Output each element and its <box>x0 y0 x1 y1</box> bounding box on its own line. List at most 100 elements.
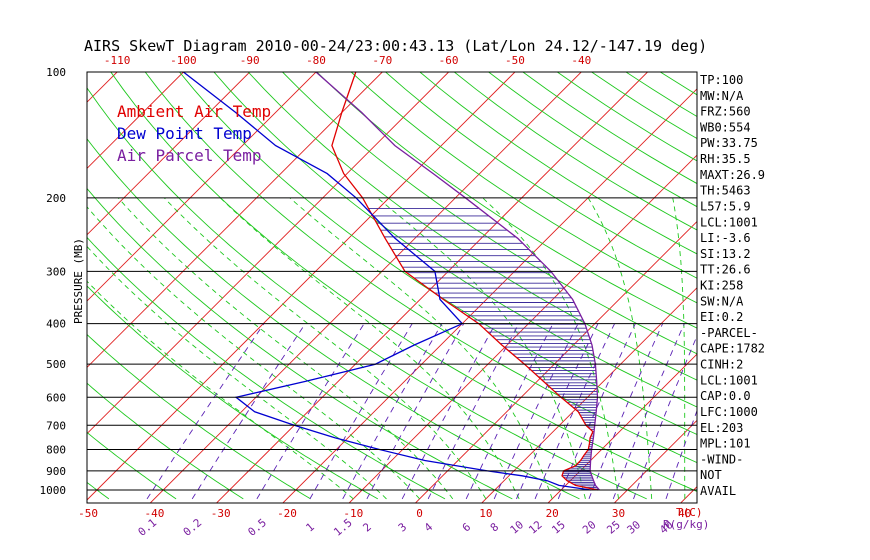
isobar-lines <box>87 71 697 491</box>
moist-adiabat-line <box>87 245 387 500</box>
dry-adiabat-line <box>660 72 697 96</box>
mixing-ratio-tick-label: 25 <box>604 518 623 536</box>
stability-index-entry: -PARCEL- <box>700 326 758 340</box>
top-temp-tick-label: -80 <box>306 54 326 67</box>
moist-adiabat-line <box>87 206 420 500</box>
isotherm-line <box>747 72 870 503</box>
top-temp-tick-labels: -110 -100 -90 -80 -70 -60 -50 -40 <box>104 54 591 67</box>
stability-index-entry: TP:100 <box>700 73 743 87</box>
plot-area <box>87 72 870 503</box>
pressure-tick-labels: 100 200 300 400 500 600 700 800 900 1000 <box>40 66 67 497</box>
moist-adiabat-line <box>219 197 520 500</box>
pressure-tick-label: 1000 <box>40 484 67 497</box>
mixing-ratio-line <box>342 323 443 500</box>
dry-adiabat-line <box>419 72 697 255</box>
mixing-ratio-tick-label: 30 <box>625 518 644 536</box>
stability-index-entry: WB0:554 <box>700 120 751 134</box>
bottom-temp-tick-label: -20 <box>277 507 297 520</box>
isotherm-line <box>87 72 383 368</box>
series-line-ambient-air-temp <box>331 72 598 491</box>
stability-index-entry: CINH:2 <box>700 358 743 372</box>
mixing-ratio-tick-label: 8 <box>488 520 501 534</box>
dry-adiabat-line <box>87 481 110 500</box>
mixing-ratio-tick-label: 20 <box>580 518 599 536</box>
isotherm-line <box>216 72 648 503</box>
mixing-ratio-tick-label: 15 <box>549 518 568 536</box>
stability-index-entry: LFC:1000 <box>700 405 758 419</box>
bottom-temp-tick-label: 20 <box>546 507 559 520</box>
mixing-ratio-tick-label: 4 <box>422 520 436 534</box>
pressure-tick-label: 300 <box>46 265 66 278</box>
mixing-ratio-line <box>665 409 697 500</box>
legend-entry: Dew Point Temp <box>117 124 252 143</box>
dry-adiabat-line <box>282 72 697 355</box>
mixing-ratio-line <box>191 323 306 500</box>
moist-adiabat-line <box>163 197 487 500</box>
dry-adiabat-line <box>87 138 580 500</box>
legend: Ambient Air Temp Dew Point Temp Air Parcel… <box>117 102 271 165</box>
stability-index-entry: MW:N/A <box>700 89 744 103</box>
bottom-temp-tick-label: 30 <box>612 507 625 520</box>
isotherm-line <box>547 353 697 503</box>
isotherm-line <box>87 72 118 103</box>
stability-index-entry: RH:35.5 <box>700 152 751 166</box>
isotherm-line <box>87 72 516 501</box>
isotherm-line <box>149 72 582 503</box>
top-temp-tick-label: -100 <box>170 54 197 67</box>
series-line-air-parcel-temp <box>315 72 600 491</box>
stability-index-entry: CAPE:1782 <box>700 342 765 356</box>
stability-index-entry: -WIND- <box>700 452 743 466</box>
top-temp-tick-label: -50 <box>505 54 525 67</box>
isotherm-line <box>415 220 697 503</box>
legend-entry: Ambient Air Temp <box>117 102 271 121</box>
mixing-ratio-line <box>633 334 697 500</box>
mixing-ratio-tick-label: 12 <box>526 518 545 536</box>
dry-adiabat-line <box>87 236 446 500</box>
mixing-ratio-line <box>557 323 636 500</box>
cape-hatch-fill <box>368 207 599 490</box>
mixing-ratio-unit-label: R(g/kg) <box>663 518 709 531</box>
dry-adiabat-line <box>87 431 177 500</box>
dry-adiabat-line <box>247 72 697 381</box>
dry-adiabat-line <box>87 382 244 500</box>
bottom-temp-tick-label: 0 <box>416 507 423 520</box>
bottom-temp-tick-label: -10 <box>343 507 363 520</box>
stability-index-entry: MPL:101 <box>700 437 751 451</box>
stability-index-entry: NOT <box>700 468 722 482</box>
y-axis-label: PRESSURE (MB) <box>72 238 85 324</box>
pressure-tick-label: 600 <box>46 391 66 404</box>
mixing-ratio-lines <box>146 323 697 500</box>
bottom-temp-tick-label: 10 <box>479 507 492 520</box>
bottom-temp-tick-labels: -50 -40 -30 -20 -10 0 10 20 30 40 <box>78 507 691 520</box>
isotherm-line <box>87 72 184 170</box>
mixing-ratio-line <box>309 323 413 500</box>
isotherm-line <box>614 419 697 503</box>
dry-adiabat-line <box>179 72 697 435</box>
plot-frame <box>86 71 698 504</box>
pressure-tick-label: 400 <box>46 318 66 331</box>
stability-index-entry: LCL:1001 <box>700 215 758 229</box>
isotherm-line <box>282 88 697 503</box>
isotherm-line <box>481 287 697 503</box>
moist-adiabat-line <box>289 197 553 500</box>
dry-adiabat-line <box>316 72 697 329</box>
moist-adiabat-line <box>87 280 354 500</box>
stability-index-entry: AVAIL <box>700 484 736 498</box>
stability-index-entry: MAXT:26.9 <box>700 168 765 182</box>
stability-index-entry: LI:-3.6 <box>700 231 751 245</box>
stability-index-entry: TH:5463 <box>700 184 751 198</box>
pressure-tick-label: 700 <box>46 419 66 432</box>
top-temp-tick-label: -90 <box>240 54 260 67</box>
stability-index-entry: L57:5.9 <box>700 200 751 214</box>
mixing-ratio-line <box>401 323 496 500</box>
dry-adiabat-line <box>110 72 697 492</box>
pressure-tick-label: 200 <box>46 192 66 205</box>
isotherm-line <box>813 72 870 503</box>
isotherm-line <box>348 154 697 503</box>
moist-adiabat-line <box>587 197 653 499</box>
bottom-temp-tick-label: 40 <box>678 507 691 520</box>
profile-series <box>183 72 600 491</box>
top-temp-tick-label: -70 <box>372 54 392 67</box>
mixing-ratio-line <box>146 323 265 500</box>
